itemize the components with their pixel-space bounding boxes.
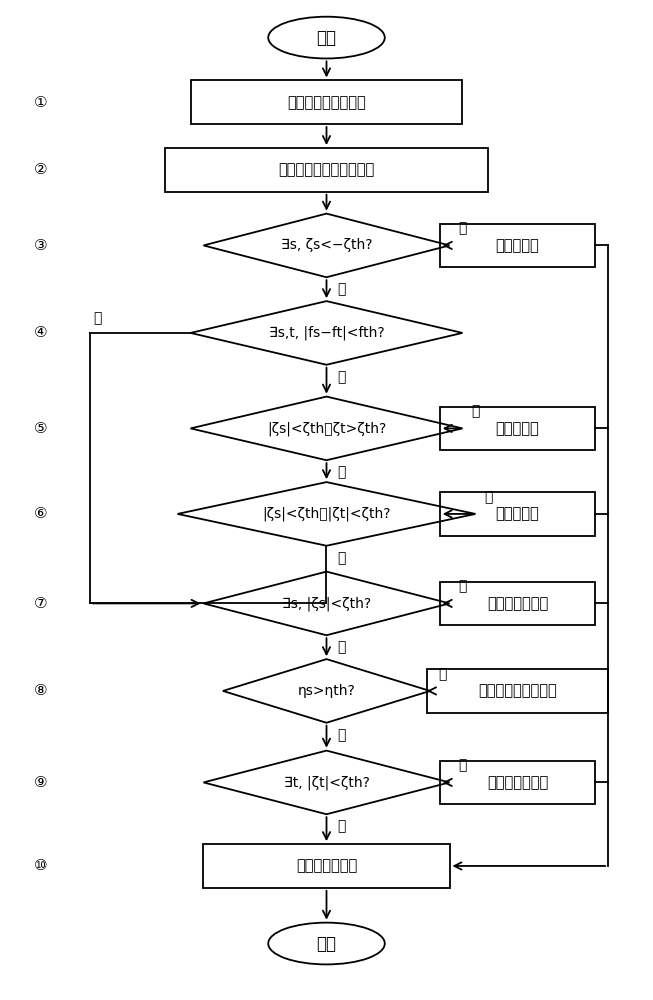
Text: 零阻尼拍频振荡: 零阻尼拍频振荡 — [487, 775, 548, 790]
Text: ⑤: ⑤ — [33, 421, 47, 436]
Text: 否: 否 — [337, 282, 345, 296]
Text: 零阻尼等幅自由振荡: 零阻尼等幅自由振荡 — [478, 683, 557, 698]
Text: 是: 是 — [458, 221, 466, 235]
Text: ⑨: ⑨ — [33, 775, 47, 790]
Text: 否: 否 — [93, 311, 102, 325]
Text: ⑧: ⑧ — [33, 683, 47, 698]
Bar — [440, 582, 595, 625]
Text: 选取待分析振荡数据: 选取待分析振荡数据 — [287, 95, 366, 110]
Text: 否: 否 — [458, 579, 466, 593]
Text: 是: 是 — [471, 404, 479, 418]
Text: 开始: 开始 — [317, 29, 336, 47]
Text: ∃s, |ζs|<ζth?: ∃s, |ζs|<ζth? — [282, 596, 371, 611]
Text: ③: ③ — [33, 238, 47, 253]
Text: 零阻尼共振: 零阻尼共振 — [496, 506, 539, 521]
Text: 否: 否 — [337, 465, 345, 479]
Text: ④: ④ — [33, 325, 47, 340]
Text: 是: 是 — [439, 667, 447, 681]
Bar — [440, 224, 595, 267]
Text: 是: 是 — [458, 758, 466, 772]
Bar — [440, 407, 595, 450]
Text: 正阻尼共振: 正阻尼共振 — [496, 421, 539, 436]
Text: ⑥: ⑥ — [33, 506, 47, 521]
Text: ∃t, |ζt|<ζth?: ∃t, |ζt|<ζth? — [283, 775, 370, 790]
Text: 辨识响应成分和振荡特性: 辨识响应成分和振荡特性 — [278, 162, 375, 177]
Text: 否: 否 — [337, 551, 345, 565]
Text: ∃s,t, |fs−ft|<fth?: ∃s,t, |fs−ft|<fth? — [268, 326, 385, 340]
Bar — [165, 148, 488, 192]
Bar — [440, 492, 595, 536]
Text: ②: ② — [33, 162, 47, 177]
Text: ①: ① — [33, 95, 47, 110]
Text: 否: 否 — [337, 819, 345, 833]
Text: 是: 是 — [337, 370, 345, 384]
Bar — [191, 80, 462, 124]
Text: ⑦: ⑦ — [33, 596, 47, 611]
Text: 正阻尼拍频振荡: 正阻尼拍频振荡 — [296, 858, 357, 873]
Text: ηs>ηth?: ηs>ηth? — [298, 684, 355, 698]
Text: 否: 否 — [337, 728, 345, 742]
Text: ⑩: ⑩ — [33, 858, 47, 873]
Bar — [440, 761, 595, 804]
Text: 结束: 结束 — [317, 935, 336, 953]
Bar — [427, 669, 608, 713]
Text: ∃s, ζs<−ζth?: ∃s, ζs<−ζth? — [281, 238, 372, 252]
Text: |ζs|<ζth且ζt>ζth?: |ζs|<ζth且ζt>ζth? — [267, 421, 386, 436]
Bar — [204, 844, 449, 888]
Text: 负阻尼振荡: 负阻尼振荡 — [496, 238, 539, 253]
Text: 正阻尼自由振荡: 正阻尼自由振荡 — [487, 596, 548, 611]
Text: 是: 是 — [337, 640, 345, 654]
Text: |ζs|<ζth且|ζt|<ζth?: |ζs|<ζth且|ζt|<ζth? — [263, 507, 390, 521]
Text: 是: 是 — [484, 490, 492, 504]
